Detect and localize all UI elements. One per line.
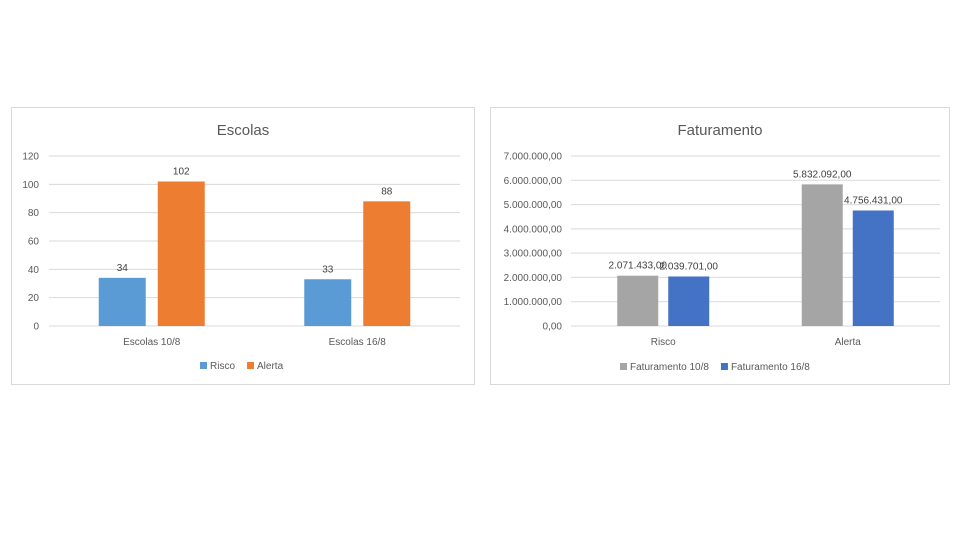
escolas-chart: Escolas 0 20 40 60 80 100 120 34 102 Escolas 10/8…: [22, 122, 460, 372]
x-tick-label: Risco: [651, 337, 676, 348]
x-tick-label: Escolas 10/8: [123, 337, 181, 348]
y-tick-label: 60: [28, 237, 40, 248]
faturamento-chart-panel: Faturamento 0,00 1.000.000,00 2.000.000,00…: [490, 107, 950, 385]
bar: [668, 276, 710, 326]
legend-swatch: [200, 362, 207, 369]
data-label: 5.832.092,00: [793, 169, 852, 180]
bar: [157, 181, 205, 326]
y-tick-label: 0: [33, 322, 39, 333]
y-tick-label: 3.000.000,00: [504, 249, 563, 260]
y-tick-label: 1.000.000,00: [504, 297, 563, 308]
data-label: 102: [173, 167, 190, 178]
bar: [801, 184, 843, 326]
bar: [363, 201, 411, 326]
data-label: 34: [117, 263, 129, 274]
faturamento-chart: Faturamento 0,00 1.000.000,00 2.000.000,00…: [504, 122, 940, 373]
chart-title: Faturamento: [677, 122, 762, 139]
legend-label: Faturamento 16/8: [731, 362, 810, 373]
data-label: 2.039.701,00: [660, 261, 719, 272]
x-tick-label: Escolas 16/8: [329, 337, 387, 348]
y-tick-label: 40: [28, 265, 40, 276]
x-tick-label: Alerta: [835, 337, 862, 348]
data-label: 4.756.431,00: [844, 195, 903, 206]
y-tick-label: 7.000.000,00: [504, 152, 563, 163]
bar: [617, 275, 659, 326]
data-label: 33: [322, 264, 334, 275]
legend-swatch: [620, 363, 627, 370]
y-tick-label: 120: [22, 152, 39, 163]
y-tick-label: 80: [28, 208, 40, 219]
bar: [304, 279, 352, 326]
y-tick-label: 2.000.000,00: [504, 273, 563, 284]
chart-title: Escolas: [217, 122, 270, 139]
y-tick-label: 100: [22, 180, 39, 191]
legend-swatch: [247, 362, 255, 369]
y-tick-label: 0,00: [543, 322, 563, 333]
bar: [98, 277, 146, 326]
y-tick-label: 5.000.000,00: [504, 200, 563, 211]
data-label: 2.071.433,00: [609, 261, 668, 272]
legend-label: Risco: [210, 361, 235, 372]
y-tick-label: 6.000.000,00: [504, 176, 563, 187]
bar: [852, 210, 894, 326]
legend-swatch: [720, 363, 728, 370]
y-tick-label: 20: [28, 293, 40, 304]
y-tick-label: 4.000.000,00: [504, 224, 563, 235]
legend-label: Faturamento 10/8: [630, 362, 709, 373]
legend-label: Alerta: [257, 361, 284, 372]
escolas-chart-panel: Escolas 0 20 40 60 80 100 120 34 102 Escolas 10/8…: [11, 107, 475, 385]
data-label: 88: [381, 186, 393, 197]
